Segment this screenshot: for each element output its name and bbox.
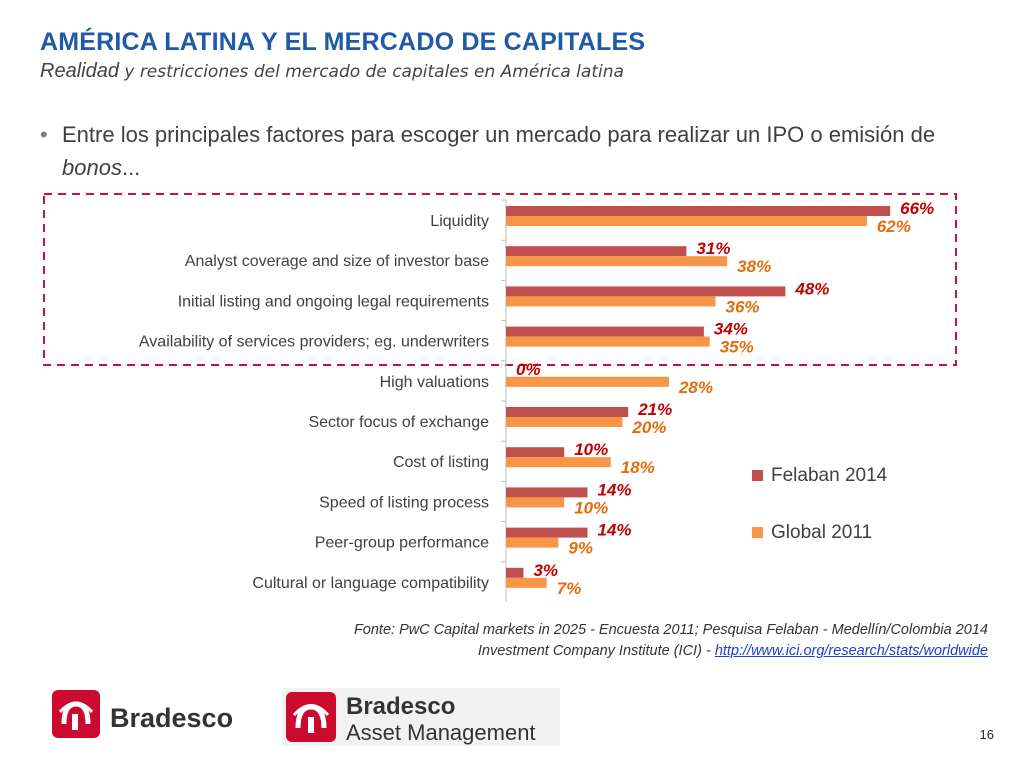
- data-label-felaban: 3%: [533, 561, 558, 580]
- bullet-text-ellipsis: ...: [121, 155, 141, 180]
- category-label: Initial listing and ongoing legal requir…: [178, 293, 489, 310]
- source-line-2: Investment Company Institute (ICI) - htt…: [354, 641, 988, 662]
- chart-marks: Liquidity 66%62% Analyst coverage and size…: [139, 199, 934, 602]
- category-label: Analyst coverage and size of investor ba…: [185, 253, 489, 270]
- data-label-felaban: 34%: [714, 320, 748, 339]
- bar-felaban: [506, 447, 565, 458]
- bar-global: [506, 497, 565, 508]
- bradesco-asset-management-logo: Bradesco Asset Management: [282, 688, 560, 746]
- category-label: Speed of listing process: [319, 494, 489, 511]
- bar-felaban: [506, 487, 588, 498]
- bar-global: [506, 296, 716, 307]
- data-label-global: 7%: [557, 579, 582, 598]
- data-label-felaban: 48%: [794, 279, 829, 298]
- category-label: Sector focus of exchange: [308, 414, 489, 431]
- slide-subtitle: Realidad y restricciones del mercado de …: [40, 60, 624, 83]
- data-label-felaban: 0%: [516, 360, 541, 379]
- bullet-text-italic: bonos: [62, 155, 122, 180]
- data-label-felaban: 31%: [696, 239, 730, 258]
- bar-global: [506, 537, 559, 548]
- category-label: Cost of listing: [393, 454, 489, 471]
- bar-global: [506, 417, 623, 427]
- data-label-global: 28%: [678, 378, 713, 397]
- data-label-global: 9%: [568, 539, 593, 558]
- bar-felaban: [506, 206, 891, 216]
- data-label-global: 38%: [737, 257, 771, 276]
- bar-felaban: [506, 527, 588, 538]
- legend-swatch-felaban: [752, 470, 763, 481]
- highlight-box: [43, 193, 957, 366]
- data-label-global: 35%: [720, 338, 754, 357]
- bam-logo-line2: Asset Management: [346, 720, 536, 745]
- bar-felaban: [506, 286, 786, 297]
- bullet-icon: •: [40, 122, 48, 147]
- bar-global: [506, 336, 710, 347]
- data-label-global: 36%: [726, 297, 760, 316]
- data-label-global: 10%: [574, 498, 608, 517]
- bar-chart: Liquidity 66%62% Analyst coverage and size…: [43, 193, 957, 602]
- source-link[interactable]: http://www.ici.org/research/stats/worldw…: [714, 643, 988, 659]
- bar-felaban: [506, 407, 629, 417]
- data-label-felaban: 66%: [900, 199, 934, 218]
- category-label: Peer-group performance: [315, 535, 489, 552]
- subtitle-emphasis: Realidad: [40, 60, 119, 82]
- data-label-felaban: 14%: [597, 521, 631, 540]
- bar-felaban: [506, 246, 687, 257]
- subtitle-rest: y restricciones del mercado de capitales…: [118, 62, 624, 82]
- category-label: High valuations: [380, 374, 489, 391]
- source-line-2-text: Investment Company Institute (ICI) -: [477, 643, 715, 659]
- legend-label-global: Global 2011: [771, 522, 872, 543]
- bradesco-logo-text: Bradesco: [110, 703, 233, 733]
- bam-logo-line1: Bradesco: [346, 693, 455, 720]
- legend-swatch-global: [752, 527, 763, 538]
- slide-title: AMÉRICA LATINA Y EL MERCADO DE CAPITALES: [40, 28, 646, 56]
- bullet-point: • Entre los principales factores para es…: [40, 118, 970, 184]
- source-note: Fonte: PwC Capital markets in 2025 - Enc…: [354, 620, 988, 662]
- data-label-global: 62%: [877, 217, 911, 236]
- bullet-text-main: Entre los principales factores para esco…: [62, 122, 936, 147]
- bar-global: [506, 216, 867, 226]
- source-line-1: Fonte: PwC Capital markets in 2025 - Enc…: [353, 622, 988, 638]
- bar-global: [506, 577, 547, 588]
- bullet-text: Entre los principales factores para esco…: [40, 118, 970, 184]
- legend-label-felaban: Felaban 2014: [771, 465, 888, 486]
- bar-global: [506, 256, 728, 267]
- data-label-felaban: 10%: [574, 440, 608, 459]
- category-label: Availability of services providers; eg. …: [139, 334, 489, 351]
- bradesco-logo: Bradesco: [52, 690, 233, 738]
- page-number: 16: [979, 727, 994, 742]
- data-label-global: 18%: [621, 458, 655, 477]
- category-label: Cultural or language compatibility: [252, 575, 489, 592]
- category-label: Liquidity: [430, 213, 489, 230]
- bar-felaban: [506, 326, 704, 337]
- bar-global: [506, 376, 669, 387]
- data-label-global: 20%: [631, 418, 666, 437]
- data-label-felaban: 21%: [637, 400, 672, 419]
- chart-legend: Felaban 2014 Global 2011: [752, 465, 888, 543]
- bar-global: [506, 457, 611, 468]
- bar-felaban: [506, 567, 524, 578]
- data-label-felaban: 14%: [597, 480, 631, 499]
